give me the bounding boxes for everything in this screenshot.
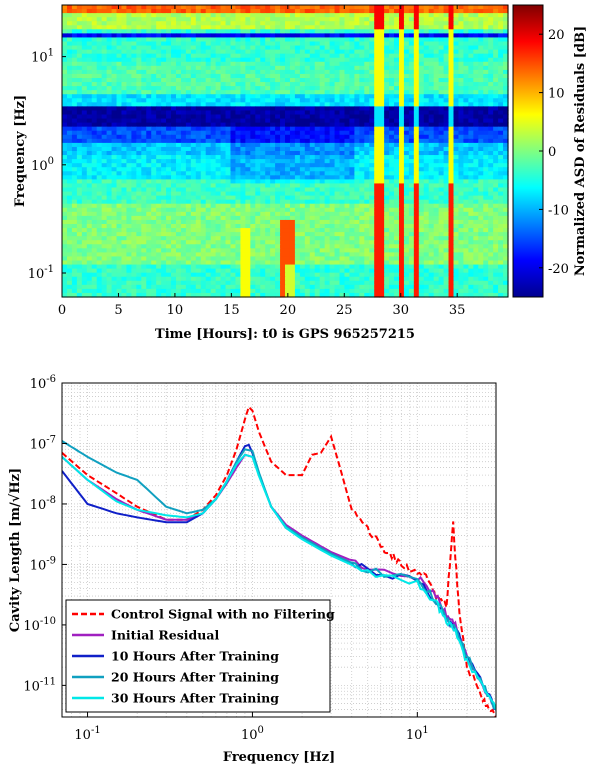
asd-x-tick-label: 10-1 [74, 725, 100, 743]
spectrogram-y-tick-label: 10-1 [28, 264, 54, 282]
spectrogram-x-tick-label: 15 [223, 303, 240, 318]
asd-plot-x-axis-label: Frequency [Hz] [223, 750, 335, 765]
spectrogram-frame [61, 4, 509, 298]
colorbar [512, 4, 544, 298]
series-line-1 [62, 405, 496, 717]
spectrogram-y-tick-label: 101 [31, 48, 54, 66]
asd-y-tick-label: 10-10 [23, 616, 56, 634]
asd-plot-series [62, 405, 496, 717]
legend-label-2: Initial Residual [111, 628, 219, 643]
asd-plot-x-ticks: 10-1 100 101 [74, 712, 429, 743]
asd-y-tick-label: 10-9 [30, 555, 56, 573]
legend-label-1: Control Signal with no Filtering [111, 607, 335, 622]
asd-x-tick-label: 100 [241, 725, 264, 743]
colorbar-tick-label: -20 [548, 262, 569, 277]
spectrogram-y-tick-label: 100 [31, 156, 54, 174]
asd-plot-y-ticks: 10-6 10-7 10-8 10-9 10-10 10-11 [23, 374, 67, 694]
series-line-5 [62, 453, 496, 710]
colorbar-tick-label: 10 [548, 87, 565, 102]
asd-y-tick-label: 10-8 [30, 495, 56, 513]
asd-y-tick-label: 10-11 [23, 676, 56, 694]
spectrogram-x-tick-label: 10 [167, 303, 184, 318]
spectrogram-x-tick-label: 30 [392, 303, 409, 318]
colorbar-tick-label: 20 [548, 28, 565, 43]
spectrogram-x-tick-label: 35 [449, 303, 466, 318]
legend-label-4: 20 Hours After Training [111, 670, 279, 685]
spectrogram-x-tick-label: 0 [58, 303, 66, 318]
spectrogram-y-axis-label: Frequency [Hz] [13, 95, 28, 207]
spectrogram-x-ticks: 0 5 10 15 20 25 30 35 [58, 5, 466, 318]
asd-plot-frame [61, 382, 497, 718]
colorbar-ticks: 20 10 0 -10 -20 [539, 28, 569, 277]
asd-y-tick-label: 10-6 [30, 374, 56, 392]
legend-label-5: 30 Hours After Training [111, 691, 279, 706]
spectrogram-x-tick-label: 20 [280, 303, 297, 318]
colorbar-tick-label: -10 [548, 203, 569, 218]
asd-y-tick-label: 10-7 [30, 434, 56, 452]
legend-label-3: 10 Hours After Training [111, 649, 279, 664]
legend: Control Signal with no Filtering Initial … [65, 599, 335, 713]
spectrogram-x-tick-label: 25 [336, 303, 353, 318]
colorbar-tick-label: 0 [548, 145, 556, 160]
spectrogram-image [62, 5, 509, 298]
asd-x-tick-label: 101 [406, 725, 429, 743]
colorbar-label: Normalized ASD of Residuals [dB] [573, 26, 588, 276]
spectrogram-x-axis-label: Time [Hours]: t0 is GPS 965257215 [155, 327, 415, 342]
legend-box [65, 599, 331, 713]
spectrogram-y-ticks: 10-1 100 101 [28, 48, 66, 282]
spectrogram-x-tick-label: 5 [114, 303, 122, 318]
asd-plot-y-axis-label: Cavity Length [m/√Hz] [8, 468, 23, 632]
